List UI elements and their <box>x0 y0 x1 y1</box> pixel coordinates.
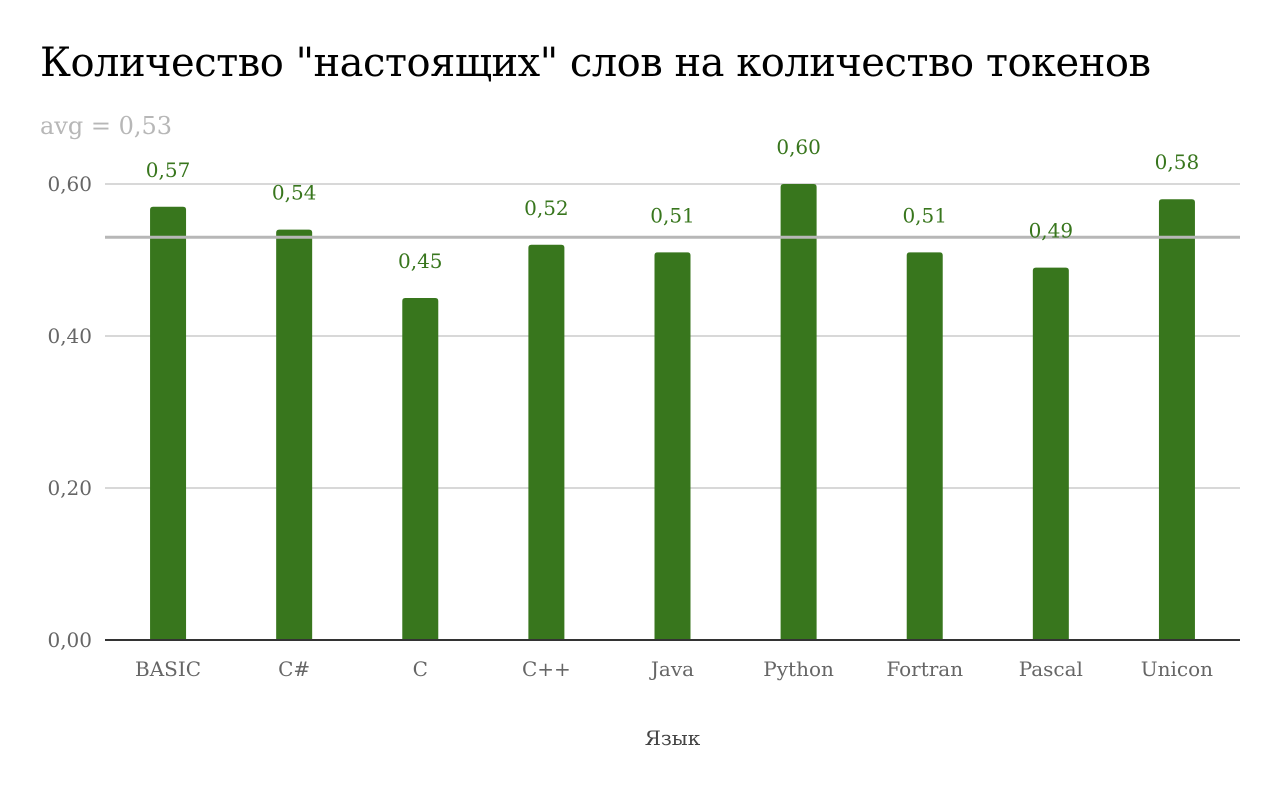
data-label: 0,49 <box>1029 219 1074 243</box>
bar <box>1158 199 1195 640</box>
x-axis-categories: BASIC C# C C++ Java Python Fortran Pascal Unicon <box>135 657 1213 681</box>
y-tick-label: 0,40 <box>47 324 92 348</box>
x-category-label: C# <box>278 657 310 681</box>
data-label: 0,54 <box>272 181 317 205</box>
bar <box>906 252 943 640</box>
bar <box>402 298 439 640</box>
y-tick-label: 0,20 <box>47 476 92 500</box>
x-category-label: Pascal <box>1019 657 1083 681</box>
x-category-label: Fortran <box>886 657 963 681</box>
y-tick-label: 0,00 <box>47 628 92 652</box>
data-label: 0,60 <box>776 135 821 159</box>
chart-title: Количество "настоящих" слов на количеств… <box>40 40 1151 86</box>
data-label: 0,58 <box>1155 150 1200 174</box>
bar <box>150 206 187 641</box>
data-labels: 0,57 0,54 0,45 0,52 0,51 0,60 0,51 0,49 0,58 <box>146 135 1199 273</box>
x-axis-title: Язык <box>645 726 701 750</box>
y-tick-label: 0,60 <box>47 172 92 196</box>
bars <box>150 184 1195 641</box>
data-label: 0,57 <box>146 158 191 182</box>
x-category-label: Python <box>763 657 834 681</box>
data-label: 0,51 <box>650 203 695 227</box>
x-category-label: C++ <box>522 657 571 681</box>
data-label: 0,52 <box>524 196 569 220</box>
data-label: 0,45 <box>398 249 443 273</box>
bar <box>1032 267 1069 640</box>
x-category-label: BASIC <box>135 657 201 681</box>
data-label: 0,51 <box>902 203 947 227</box>
bar <box>654 252 691 640</box>
x-category-label: Java <box>649 657 694 681</box>
bar <box>780 184 817 640</box>
bar <box>528 244 565 641</box>
y-axis-ticks: 0,00 0,20 0,40 0,60 <box>47 172 92 652</box>
x-category-label: C <box>413 657 428 681</box>
x-category-label: Unicon <box>1141 657 1213 681</box>
avg-label: avg = 0,53 <box>40 112 173 140</box>
bar <box>276 229 313 640</box>
